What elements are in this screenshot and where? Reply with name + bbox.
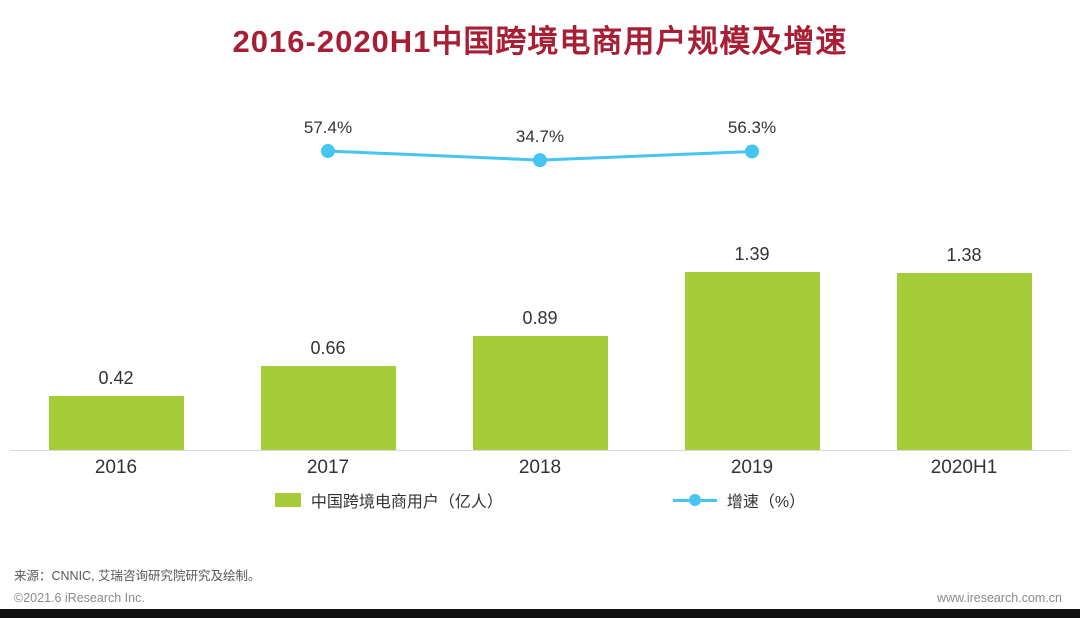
bar-2016 xyxy=(48,396,184,450)
legend-item-growth: 增速（%） xyxy=(672,488,806,512)
legend-label-growth: 增速（%） xyxy=(726,494,806,511)
bar-value-label-2018: 0.89 xyxy=(522,308,558,328)
chart-title: 2016-2020H1中国跨境电商用户规模及增速 xyxy=(232,24,848,59)
legend-label-users: 中国跨境电商用户（亿人） xyxy=(310,494,503,511)
copyright-note: ©2021.6 iResearch Inc. xyxy=(14,591,145,605)
legend-item-users: 中国跨境电商用户（亿人） xyxy=(274,488,503,512)
bottom-bar xyxy=(0,609,1080,618)
bar-value-label-2020H1: 1.38 xyxy=(946,245,982,265)
bar-2017 xyxy=(260,366,396,450)
bar-2020H1 xyxy=(896,273,1032,450)
bar-value-label-2016: 0.42 xyxy=(98,368,134,388)
x-axis-label-2016: 2016 xyxy=(94,457,138,478)
growth-value-label: 34.7% xyxy=(515,127,565,147)
line-swatch-icon xyxy=(672,493,717,507)
x-axis-label-2020H1: 2020H1 xyxy=(930,457,998,478)
bar-swatch-icon xyxy=(274,493,301,507)
x-axis-label-2017: 2017 xyxy=(306,457,350,478)
growth-value-label: 56.3% xyxy=(727,118,777,138)
x-axis-label-2019: 2019 xyxy=(730,457,774,478)
bar-value-label-2017: 0.66 xyxy=(310,338,346,358)
source-note: 来源：CNNIC, 艾瑞咨询研究院研究及绘制。 xyxy=(14,569,261,583)
website-text: www.iresearch.com.cn xyxy=(936,591,1062,605)
bar-2018 xyxy=(472,336,608,450)
legend: 中国跨境电商用户（亿人） 增速（%） xyxy=(0,488,1080,512)
growth-point xyxy=(321,144,335,159)
bar-2019 xyxy=(684,272,820,450)
x-axis-label-2018: 2018 xyxy=(518,457,562,478)
growth-line xyxy=(327,149,753,162)
growth-point xyxy=(533,153,547,168)
growth-value-label: 57.4% xyxy=(303,118,353,138)
x-axis-line xyxy=(10,450,1070,451)
bar-value-label-2019: 1.39 xyxy=(734,244,770,264)
growth-point xyxy=(745,144,759,159)
